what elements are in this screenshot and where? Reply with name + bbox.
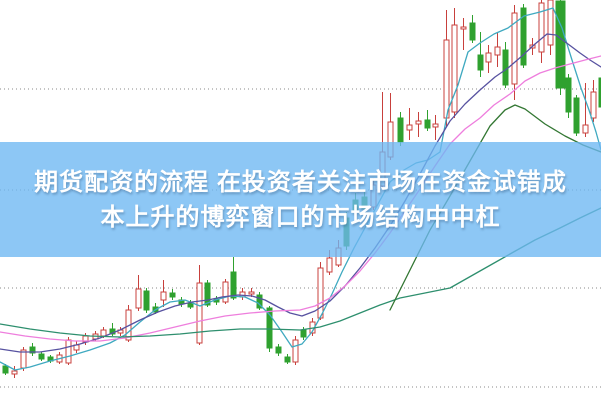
candle-up — [222, 281, 229, 303]
candle-up — [511, 12, 518, 85]
candle-up — [451, 24, 458, 113]
candle-down — [300, 329, 307, 338]
candle-up — [248, 291, 255, 295]
candle-up — [582, 124, 589, 134]
candle-up — [326, 257, 333, 273]
headline-line-2: 本上升的博弈窗口的市场结构中中杠 — [100, 203, 501, 231]
candle-up — [11, 370, 18, 375]
candle-up — [590, 91, 597, 119]
candle-down — [502, 49, 509, 86]
candle-down — [204, 282, 211, 306]
headline-banner: 期货配资的流程 在投资者关注市场在资金试错成 本上升的博弈窗口的市场结构中中杠 — [0, 142, 601, 257]
candle-down — [477, 54, 484, 71]
candle-up — [100, 329, 107, 337]
candle-down — [573, 97, 580, 134]
candle-down — [230, 271, 237, 299]
candle-up — [432, 123, 439, 128]
candle-down — [424, 119, 431, 129]
candle-up — [292, 339, 299, 363]
candle-up — [538, 2, 545, 53]
candle-down — [2, 365, 9, 374]
candle-up — [317, 267, 324, 319]
candle-up — [415, 120, 422, 125]
candle-up — [547, 0, 554, 46]
candle-up — [65, 339, 72, 364]
candle-down — [266, 307, 273, 349]
candle-down — [598, 77, 601, 108]
candle-down — [29, 346, 36, 354]
candle-down — [256, 294, 263, 309]
candle-down — [169, 292, 176, 298]
headline-line-1: 期货配资的流程 在投资者关注市场在资金试错成 — [34, 168, 567, 196]
candle-down — [275, 346, 282, 354]
candle-down — [143, 290, 150, 311]
ma-mid-purple — [0, 33, 601, 353]
candle-up — [406, 124, 413, 131]
ma-fast-cyan — [0, 7, 601, 371]
candle-up — [160, 291, 167, 301]
candle-down — [397, 117, 404, 143]
candle-down — [38, 353, 45, 360]
candle-up — [443, 39, 450, 119]
candle-up — [485, 52, 492, 63]
candle-down — [555, 0, 566, 89]
candle-up — [20, 349, 27, 369]
candle-down — [520, 7, 527, 66]
candle-up — [135, 288, 142, 309]
candle-up — [494, 46, 501, 56]
candle-up — [460, 26, 467, 30]
candle-up — [196, 282, 203, 344]
candle-down — [284, 356, 291, 363]
candle-down — [565, 77, 572, 113]
candle-down — [469, 22, 476, 41]
